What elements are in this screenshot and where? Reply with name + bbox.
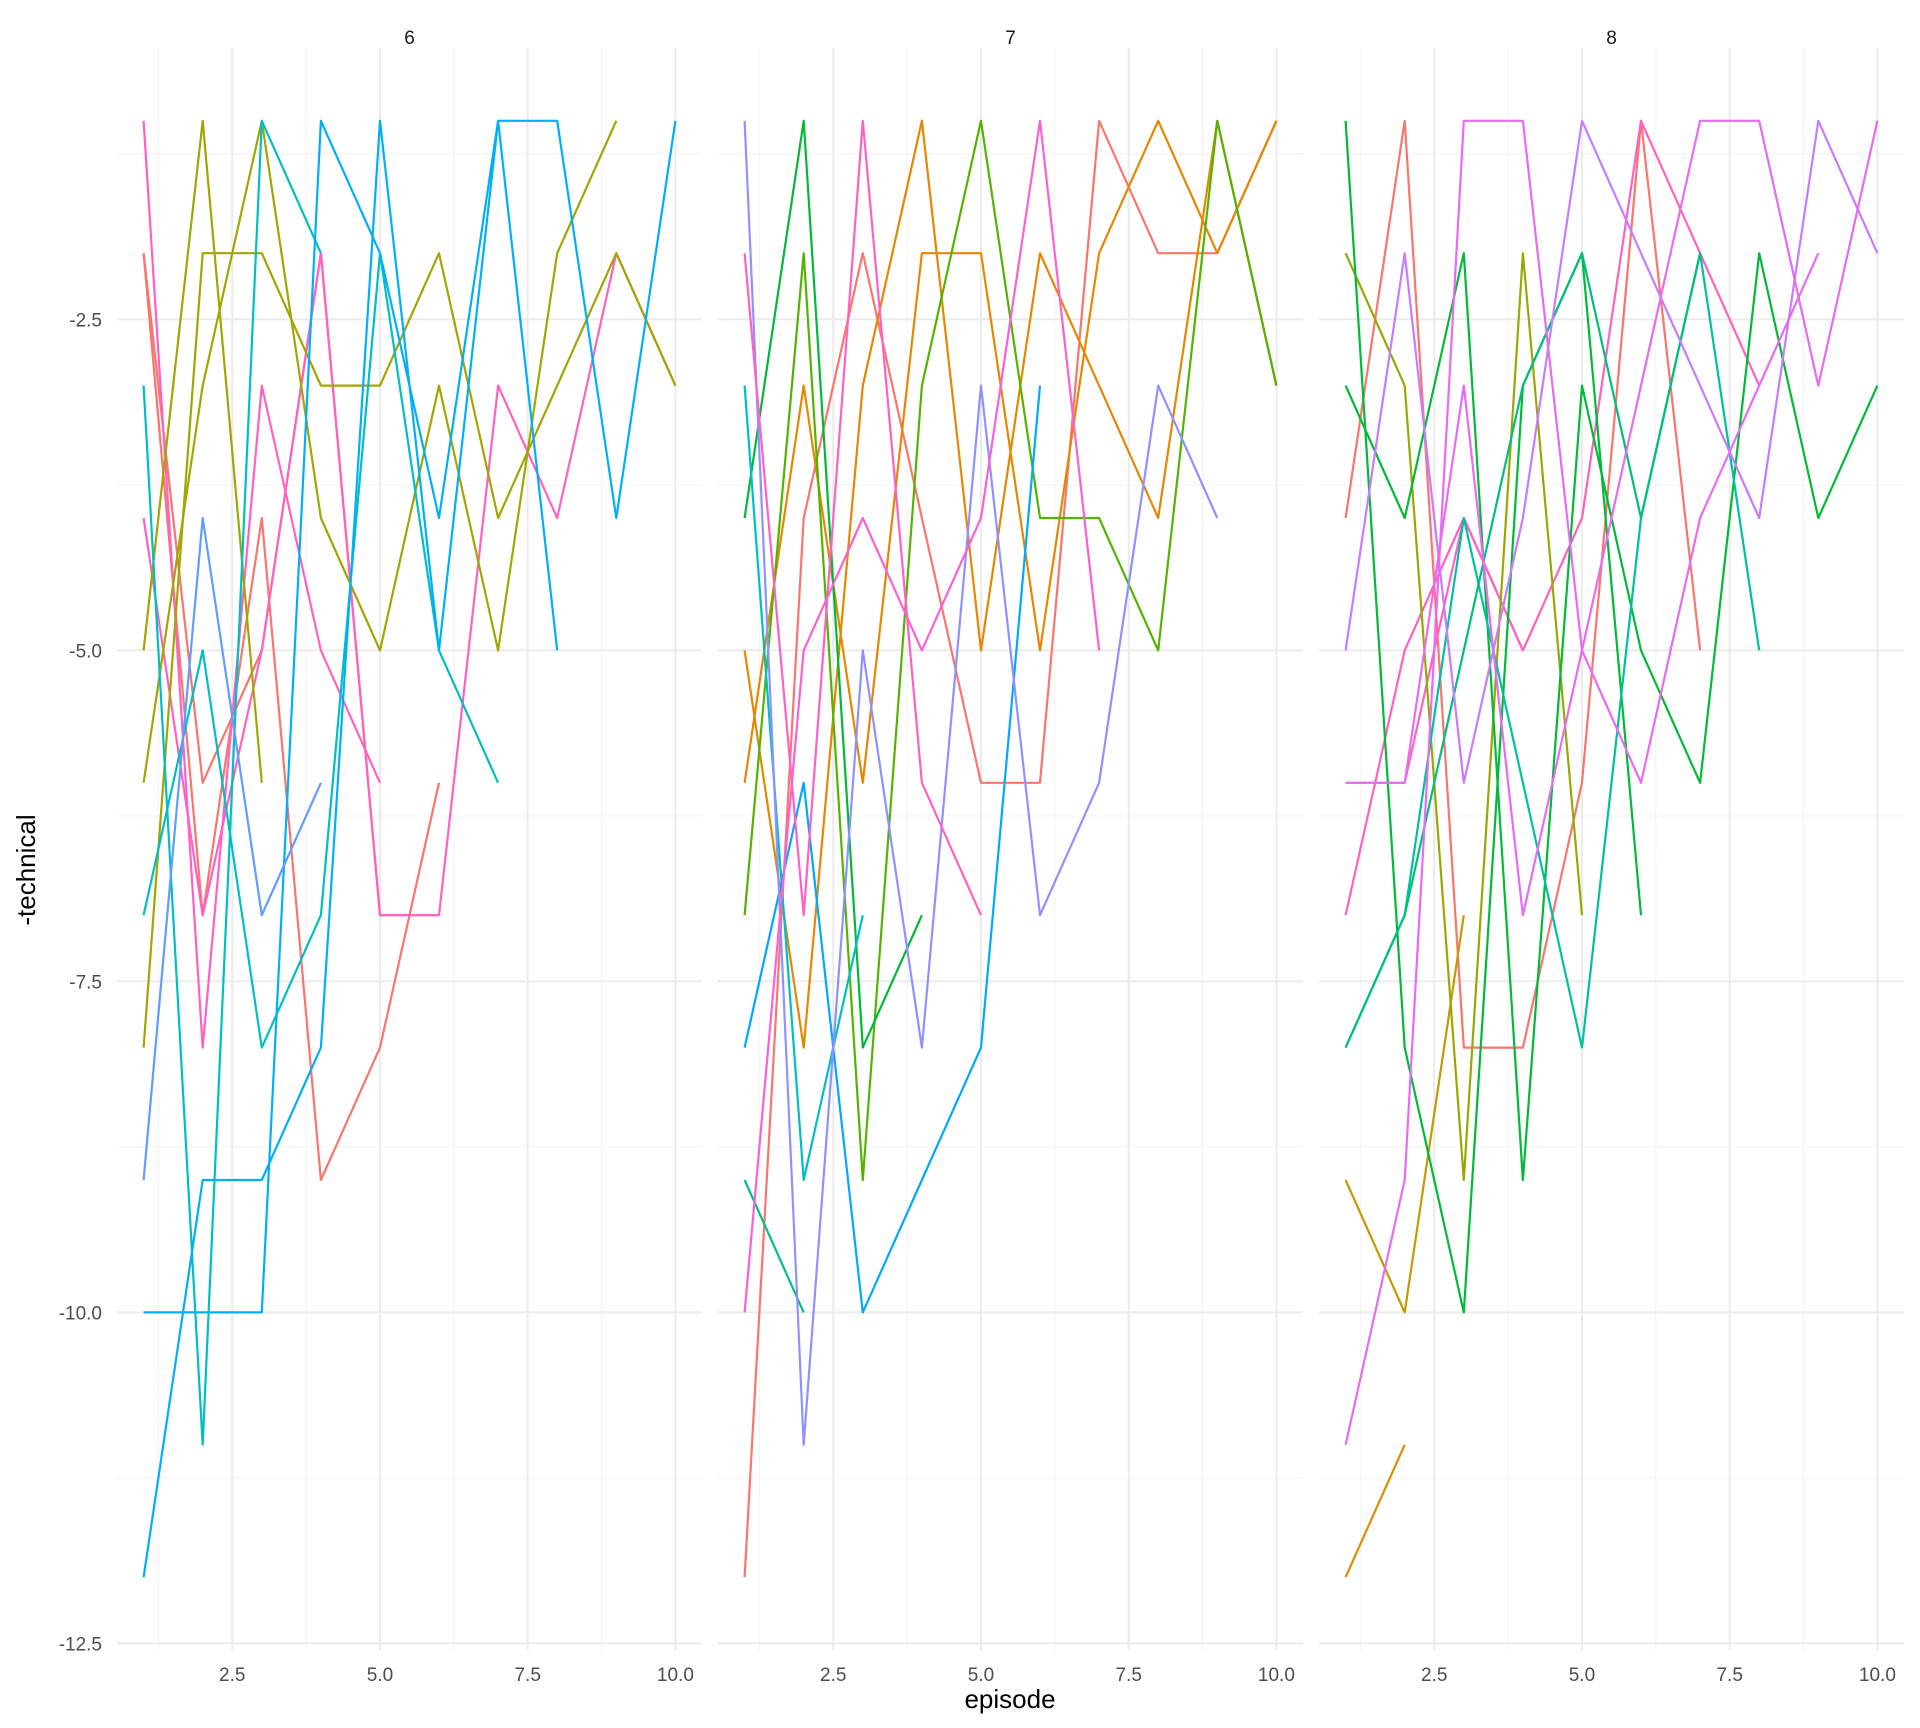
x-tick-label: 7.5 — [1716, 1665, 1742, 1686]
panel-grid — [1319, 48, 1904, 1650]
panel-series — [743, 119, 1278, 1578]
x-tick-label: 5.0 — [367, 1665, 393, 1686]
series-line — [142, 119, 618, 783]
facet-panel-8: 8 2.5 5.0 7.5 10.0 — [1319, 28, 1904, 1686]
series-line — [743, 385, 864, 1182]
series-line — [743, 119, 983, 917]
series-line — [142, 516, 322, 1181]
x-tick-label: 10.0 — [657, 1665, 694, 1686]
facet-strip-label: 8 — [1606, 28, 1617, 49]
facet-panel-7: 7 2.5 5.0 7.5 10.0 — [718, 28, 1303, 1686]
facet-strip-label: 7 — [1005, 28, 1016, 49]
series-line — [143, 119, 677, 1314]
series-line — [1344, 252, 1584, 1182]
series-line — [142, 119, 559, 1578]
series-line — [142, 119, 322, 1446]
series-line — [743, 385, 1042, 1314]
y-tick-label: -12.5 — [59, 1634, 102, 1655]
x-tick-label: 7.5 — [1115, 1665, 1141, 1686]
y-axis-tick-labels: -2.5 -5.0 -7.5 -10.0 -12.5 — [59, 310, 102, 1655]
facet-strip-label: 6 — [404, 28, 415, 49]
y-axis-title: -technical — [11, 814, 41, 925]
x-tick-label: 2.5 — [1421, 1665, 1447, 1686]
x-tick-label: 5.0 — [968, 1665, 994, 1686]
x-axis-title: episode — [964, 1684, 1055, 1714]
x-tick-label: 5.0 — [1569, 1665, 1595, 1686]
series-line — [1344, 252, 1702, 1049]
x-tick-label: 10.0 — [1859, 1665, 1896, 1686]
y-tick-label: -2.5 — [69, 310, 102, 331]
panel-series — [142, 119, 677, 1578]
series-line — [1344, 1444, 1406, 1578]
series-line — [1344, 120, 1643, 1314]
series-line — [1345, 252, 1820, 917]
y-tick-label: -7.5 — [69, 972, 102, 993]
series-line — [1344, 915, 1465, 1314]
y-tick-label: -10.0 — [59, 1303, 102, 1324]
x-tick-label: 2.5 — [219, 1665, 245, 1686]
series-line — [743, 120, 1219, 1446]
panel-series — [1344, 119, 1879, 1578]
x-tick-label: 7.5 — [514, 1665, 540, 1686]
y-tick-label: -5.0 — [69, 641, 102, 662]
x-tick-label: 10.0 — [1258, 1665, 1295, 1686]
x-tick-label: 2.5 — [820, 1665, 846, 1686]
facet-panel-6: 6 2.5 5.0 7.5 10.0 — [117, 28, 702, 1686]
series-line — [743, 119, 1101, 1313]
series-line — [1344, 119, 1879, 1446]
panel-grid — [718, 48, 1303, 1650]
series-line — [743, 119, 1278, 1578]
facet-panels: 6 2.5 5.0 7.5 10.0 7 2.5 5.0 7.5 10.0 8 2.5 5.0 7.5 10… — [117, 28, 1904, 1686]
